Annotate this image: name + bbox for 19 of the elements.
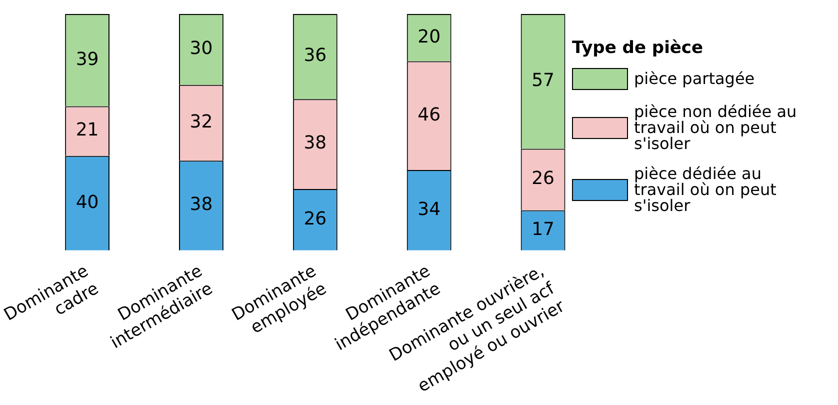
data-label: 30 xyxy=(190,38,213,60)
legend-title: Type de pièce xyxy=(572,38,704,58)
data-label: 20 xyxy=(418,26,441,48)
data-label: 26 xyxy=(304,208,327,230)
data-label: 40 xyxy=(76,192,99,213)
data-label: 26 xyxy=(532,168,554,190)
data-label: 46 xyxy=(418,104,441,126)
legend-label: pièce non dédiée au travail où on peut s'isoler xyxy=(634,102,798,153)
legend-label: pièce partagée xyxy=(634,69,756,88)
data-label: 38 xyxy=(190,194,213,216)
data-label: 32 xyxy=(190,111,213,132)
legend-label: pièce dédiée au travail où on peut s'isoler xyxy=(634,164,778,215)
data-label: 38 xyxy=(304,132,327,154)
data-label: 34 xyxy=(418,198,441,220)
data-label: 36 xyxy=(304,45,327,66)
data-label: 21 xyxy=(76,120,99,141)
data-label: 39 xyxy=(76,48,99,70)
data-label: 57 xyxy=(532,70,554,92)
data-label: 17 xyxy=(532,219,554,240)
